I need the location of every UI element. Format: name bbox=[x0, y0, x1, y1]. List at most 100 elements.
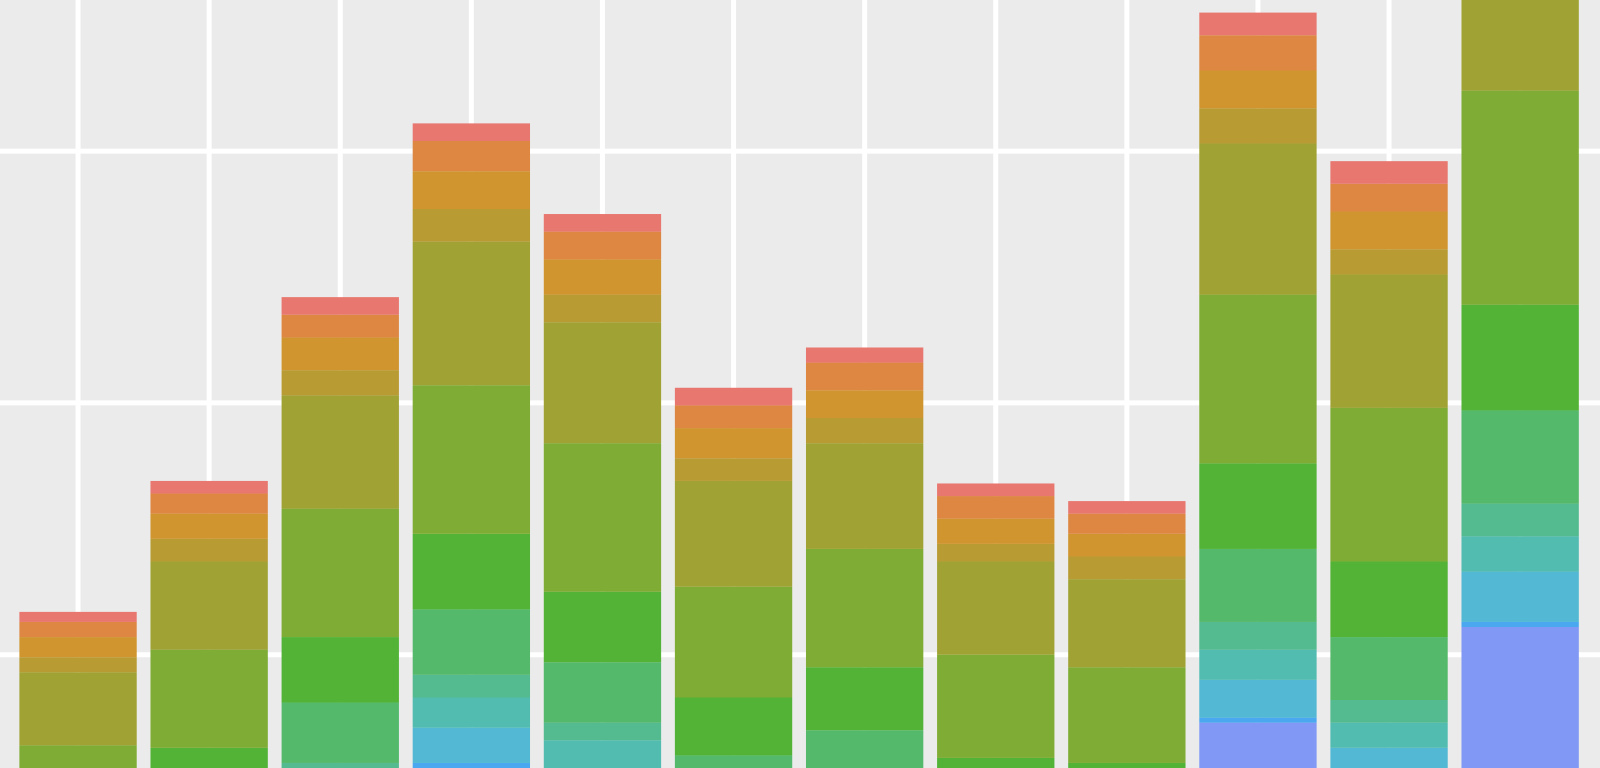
bar-segment bbox=[543, 722, 662, 741]
bar-segment bbox=[19, 745, 137, 768]
bar-segment bbox=[1068, 762, 1186, 768]
bar-segment bbox=[805, 362, 924, 391]
bar-segment bbox=[937, 496, 1055, 519]
bar-segment bbox=[19, 611, 137, 622]
bar-segment bbox=[150, 493, 268, 514]
bar-segment bbox=[1461, 503, 1579, 537]
bar-segment bbox=[1330, 722, 1448, 748]
bar-segment bbox=[1199, 108, 1317, 144]
bar-segment bbox=[1068, 513, 1186, 534]
bar-segment bbox=[281, 337, 399, 371]
bar-segment bbox=[281, 508, 399, 638]
bar-segment bbox=[805, 390, 924, 418]
bar-segment bbox=[674, 428, 793, 459]
bar-segment bbox=[1068, 533, 1186, 557]
bar-segment bbox=[805, 347, 924, 363]
bar-segment bbox=[1461, 626, 1579, 768]
bar-segment bbox=[1330, 249, 1448, 275]
bar-segment bbox=[1199, 649, 1317, 680]
bar-segment bbox=[1461, 621, 1579, 627]
bar-segment bbox=[543, 214, 662, 232]
bar-segment bbox=[805, 443, 924, 549]
bar-segment bbox=[1461, 90, 1579, 305]
bar-segment bbox=[1199, 722, 1317, 768]
bar-segment bbox=[1199, 35, 1317, 71]
bar-segment bbox=[937, 483, 1055, 497]
bar-segment bbox=[281, 762, 399, 768]
bar-segment bbox=[412, 533, 531, 610]
bar-segment bbox=[674, 697, 793, 756]
bar-segment bbox=[1068, 579, 1186, 668]
bar-segment bbox=[937, 561, 1055, 655]
bar-segment bbox=[1330, 211, 1448, 250]
bar-segment bbox=[805, 667, 924, 731]
bar-segment bbox=[1199, 679, 1317, 718]
bar-segment bbox=[281, 297, 399, 315]
bar-segment bbox=[19, 637, 137, 658]
bar-segment bbox=[1068, 556, 1186, 580]
bar-segment bbox=[19, 621, 137, 638]
bar-segment bbox=[150, 538, 268, 562]
bar-segment bbox=[543, 591, 662, 663]
bar-segment bbox=[412, 171, 531, 209]
bar-segment bbox=[281, 637, 399, 703]
bar-segment bbox=[674, 586, 793, 698]
bar-segment bbox=[412, 208, 531, 242]
bar-segment bbox=[412, 609, 531, 675]
bar-segment bbox=[674, 405, 793, 429]
bar-segment bbox=[1330, 700, 1448, 723]
bar-segment bbox=[281, 314, 399, 338]
bar-segment bbox=[543, 231, 662, 260]
bar-segment bbox=[1461, 571, 1579, 622]
bar-segment bbox=[937, 654, 1055, 758]
bar-segment bbox=[19, 657, 137, 673]
bar-segment bbox=[1199, 717, 1317, 723]
bar-segment bbox=[1199, 143, 1317, 295]
bar-segment bbox=[1199, 621, 1317, 650]
bar-segment bbox=[1199, 12, 1317, 36]
bar-segment bbox=[412, 674, 531, 698]
bar-segment bbox=[543, 443, 662, 592]
bar-segment bbox=[543, 294, 662, 323]
bar-segment bbox=[543, 322, 662, 444]
bar-segment bbox=[805, 417, 924, 444]
bar-segment bbox=[412, 141, 531, 172]
bar-segment bbox=[937, 543, 1055, 562]
bar-segment bbox=[1330, 183, 1448, 212]
bar-segment bbox=[1199, 463, 1317, 549]
bar-segment bbox=[150, 480, 268, 494]
bar-segment bbox=[150, 513, 268, 539]
bar-segment bbox=[1461, 304, 1579, 411]
bar-segment bbox=[1330, 407, 1448, 562]
bar-segment bbox=[674, 755, 793, 768]
bar-segment bbox=[1330, 561, 1448, 638]
bar-segment bbox=[412, 123, 531, 142]
bar-segment bbox=[1461, 0, 1579, 91]
bar-segment bbox=[19, 672, 137, 746]
bar-segment bbox=[1199, 548, 1317, 622]
bar-segment bbox=[412, 385, 531, 534]
bar-segment bbox=[543, 259, 662, 295]
bar-segment bbox=[1330, 747, 1448, 768]
bar-segment bbox=[543, 662, 662, 723]
bar-segment bbox=[1199, 294, 1317, 464]
bar-segment bbox=[150, 747, 268, 768]
bar-segment bbox=[1068, 667, 1186, 763]
bar-segment bbox=[674, 387, 793, 406]
bar-segment bbox=[281, 702, 399, 763]
bar-segment bbox=[805, 730, 924, 768]
bar-segment bbox=[412, 762, 531, 768]
bar-segment bbox=[281, 395, 399, 509]
bar-segment bbox=[937, 518, 1055, 544]
bar-segment bbox=[281, 370, 399, 396]
bar-segment bbox=[674, 480, 793, 587]
bar-segment bbox=[1461, 410, 1579, 504]
bar-segment bbox=[412, 727, 531, 763]
bar-segment bbox=[937, 757, 1055, 768]
bar-segment bbox=[150, 649, 268, 748]
bar-segment bbox=[1330, 637, 1448, 701]
bar-segment bbox=[674, 458, 793, 481]
bar-segment bbox=[412, 241, 531, 386]
bar-segment bbox=[805, 548, 924, 668]
